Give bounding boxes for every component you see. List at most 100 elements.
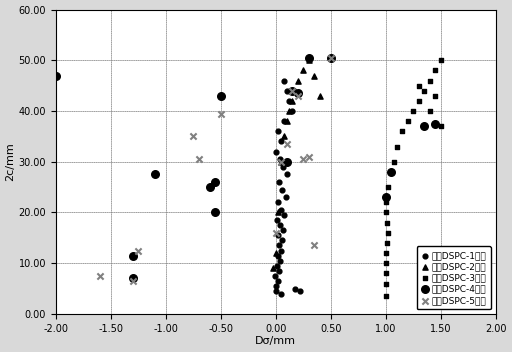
试样DSPC-1数据 bbox=[278, 238, 286, 243]
试样DSPC-3数据 bbox=[390, 159, 398, 165]
试样DSPC-3数据 bbox=[381, 250, 390, 256]
试样DSPC-5数据 bbox=[129, 278, 137, 284]
试样DSPC-1数据 bbox=[279, 227, 287, 233]
试样DSPC-5数据 bbox=[288, 88, 296, 94]
试样DSPC-2数据 bbox=[281, 133, 289, 139]
试样DSPC-4数据 bbox=[211, 179, 219, 185]
试样DSPC-3数据 bbox=[425, 108, 434, 114]
试样DSPC-5数据 bbox=[189, 133, 197, 139]
试样DSPC-1数据 bbox=[277, 139, 285, 144]
试样DSPC-4数据 bbox=[129, 253, 137, 258]
试样DSPC-1数据 bbox=[276, 156, 284, 162]
试样DSPC-3数据 bbox=[384, 230, 392, 235]
试样DSPC-2数据 bbox=[285, 108, 293, 114]
试样DSPC-1数据 bbox=[275, 179, 283, 185]
试样DSPC-3数据 bbox=[382, 240, 391, 246]
试样DSPC-3数据 bbox=[381, 281, 390, 286]
试样DSPC-2数据 bbox=[310, 73, 318, 78]
Y-axis label: 2c/mm: 2c/mm bbox=[6, 142, 15, 181]
Legend: 试样DSPC-1数据, 试样DSPC-2数据, 试样DSPC-3数据, 试样DSPC-4数据, 试样DSPC-5数据: 试样DSPC-1数据, 试样DSPC-2数据, 试样DSPC-3数据, 试样DS… bbox=[417, 246, 491, 309]
试样DSPC-1数据 bbox=[275, 243, 283, 248]
试样DSPC-1数据 bbox=[274, 232, 282, 238]
试样DSPC-5数据 bbox=[217, 111, 225, 117]
试样DSPC-2数据 bbox=[299, 68, 307, 73]
试样DSPC-1数据 bbox=[283, 88, 291, 94]
试样DSPC-3数据 bbox=[393, 144, 401, 149]
试样DSPC-4数据 bbox=[206, 184, 214, 190]
试样DSPC-1数据 bbox=[282, 194, 290, 200]
试样DSPC-1数据 bbox=[271, 288, 280, 294]
试样DSPC-5数据 bbox=[277, 159, 285, 165]
试样DSPC-2数据 bbox=[288, 98, 296, 104]
试样DSPC-2数据 bbox=[291, 88, 300, 94]
试样DSPC-3数据 bbox=[381, 210, 390, 215]
试样DSPC-3数据 bbox=[398, 128, 407, 134]
试样DSPC-1数据 bbox=[275, 268, 283, 274]
试样DSPC-4数据 bbox=[151, 172, 159, 177]
试样DSPC-3数据 bbox=[381, 260, 390, 266]
试样DSPC-4数据 bbox=[431, 121, 439, 126]
试样DSPC-3数据 bbox=[420, 88, 429, 94]
试样DSPC-3数据 bbox=[409, 108, 417, 114]
试样DSPC-5数据 bbox=[327, 55, 335, 61]
试样DSPC-4数据 bbox=[129, 276, 137, 281]
试样DSPC-5数据 bbox=[134, 248, 142, 253]
试样DSPC-1数据 bbox=[270, 273, 279, 279]
试样DSPC-2数据 bbox=[271, 250, 280, 256]
试样DSPC-5数据 bbox=[195, 156, 203, 162]
试样DSPC-1数据 bbox=[296, 288, 304, 294]
试样DSPC-4数据 bbox=[211, 210, 219, 215]
试样DSPC-3数据 bbox=[403, 118, 412, 124]
试样DSPC-3数据 bbox=[381, 293, 390, 299]
试样DSPC-1数据 bbox=[291, 286, 300, 291]
试样DSPC-1数据 bbox=[278, 187, 286, 193]
试样DSPC-1数据 bbox=[277, 291, 285, 296]
试样DSPC-5数据 bbox=[293, 93, 302, 99]
试样DSPC-3数据 bbox=[437, 57, 445, 63]
试样DSPC-1数据 bbox=[273, 217, 281, 223]
试样DSPC-2数据 bbox=[274, 210, 282, 215]
试样DSPC-5数据 bbox=[299, 156, 307, 162]
试样DSPC-4数据 bbox=[327, 55, 335, 61]
试样DSPC-1数据 bbox=[277, 207, 285, 213]
试样DSPC-5数据 bbox=[96, 273, 104, 279]
试样DSPC-4数据 bbox=[217, 93, 225, 99]
试样DSPC-1数据 bbox=[274, 278, 282, 284]
试样DSPC-4数据 bbox=[381, 194, 390, 200]
试样DSPC-3数据 bbox=[431, 68, 439, 73]
试样DSPC-1数据 bbox=[274, 200, 282, 205]
试样DSPC-5数据 bbox=[271, 230, 280, 235]
试样DSPC-1数据 bbox=[281, 78, 289, 83]
试样DSPC-1数据 bbox=[277, 248, 285, 253]
试样DSPC-2数据 bbox=[315, 93, 324, 99]
试样DSPC-3数据 bbox=[415, 98, 423, 104]
试样DSPC-1数据 bbox=[274, 128, 282, 134]
试样DSPC-2数据 bbox=[277, 159, 285, 165]
试样DSPC-1数据 bbox=[288, 108, 296, 114]
试样DSPC-1数据 bbox=[283, 172, 291, 177]
试样DSPC-1数据 bbox=[279, 164, 287, 170]
试样DSPC-3数据 bbox=[425, 78, 434, 83]
试样DSPC-3数据 bbox=[381, 200, 390, 205]
试样DSPC-2数据 bbox=[305, 57, 313, 63]
试样DSPC-2数据 bbox=[283, 118, 291, 124]
试样DSPC-5数据 bbox=[310, 243, 318, 248]
试样DSPC-1数据 bbox=[276, 222, 284, 228]
试样DSPC-4数据 bbox=[283, 159, 291, 165]
试样DSPC-3数据 bbox=[415, 83, 423, 88]
试样DSPC-3数据 bbox=[387, 169, 395, 175]
试样DSPC-1数据 bbox=[285, 98, 293, 104]
试样DSPC-5数据 bbox=[283, 141, 291, 147]
试样DSPC-3数据 bbox=[384, 184, 392, 190]
试样DSPC-1数据 bbox=[274, 253, 282, 258]
试样DSPC-4数据 bbox=[420, 124, 429, 129]
试样DSPC-2数据 bbox=[293, 78, 302, 83]
试样DSPC-1数据 bbox=[271, 149, 280, 155]
试样DSPC-4数据 bbox=[288, 88, 296, 94]
试样DSPC-4数据 bbox=[293, 90, 302, 96]
试样DSPC-1数据 bbox=[281, 118, 289, 124]
试样DSPC-2数据 bbox=[269, 265, 278, 271]
试样DSPC-4数据 bbox=[52, 73, 60, 78]
试样DSPC-3数据 bbox=[431, 93, 439, 99]
试样DSPC-4数据 bbox=[305, 55, 313, 61]
